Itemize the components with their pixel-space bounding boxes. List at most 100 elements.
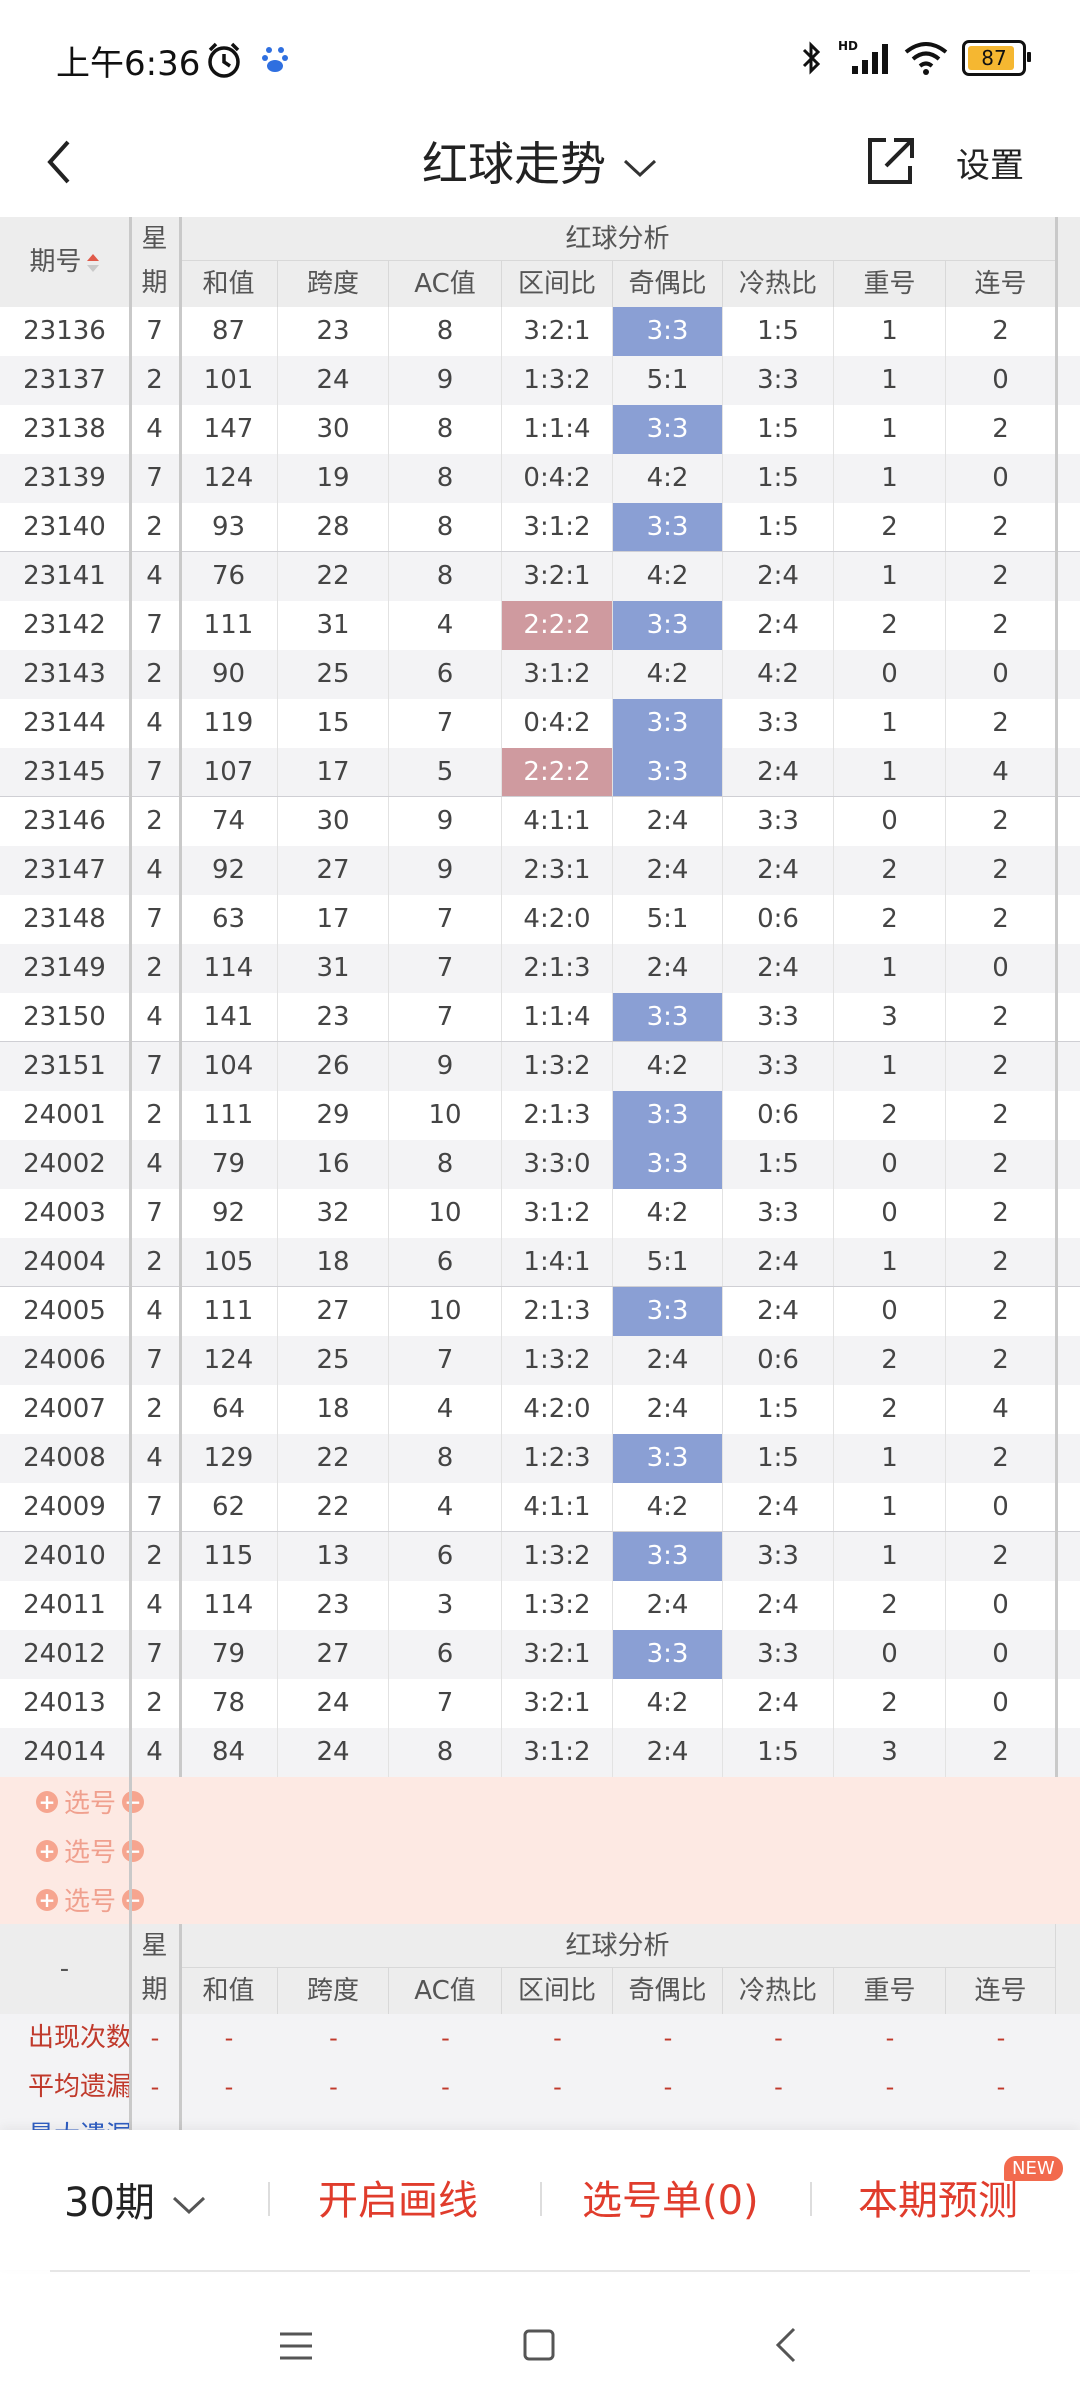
period-column-header[interactable]: 期号 xyxy=(0,217,130,307)
prediction-button[interactable]: 本期预测 xyxy=(858,2178,1018,2224)
column-header: 冷热比 xyxy=(723,1968,834,2014)
stat-value: - xyxy=(553,2024,562,2052)
table-row[interactable]: 23147 4 92 27 9 2:3:1 2:4 2:4 2 2 xyxy=(0,846,1080,895)
plus-icon[interactable]: + xyxy=(35,1888,58,1911)
plus-icon[interactable]: + xyxy=(35,1790,58,1813)
draw-lines-button[interactable]: 开启画线 xyxy=(318,2178,478,2224)
table-row[interactable]: 23145 7 107 17 5 2:2:2 3:3 2:4 1 4 xyxy=(0,748,1080,797)
table-row[interactable]: 24009 7 62 22 4 4:1:1 4:2 2:4 1 0 xyxy=(0,1483,1080,1532)
table-cell: 0 xyxy=(946,1679,1056,1728)
pick-row[interactable]: + 选号 − xyxy=(0,1777,180,1826)
table-cell: 8 xyxy=(389,307,502,356)
table-row[interactable]: 23137 2 101 24 9 1:3:2 5:1 3:3 1 0 xyxy=(0,356,1080,405)
settings-button[interactable]: 设置 xyxy=(956,146,1024,186)
table-cell: 3:1:2 xyxy=(502,650,613,699)
table-row[interactable]: 24014 4 84 24 8 3:1:2 2:4 1:5 3 2 xyxy=(0,1728,1080,1777)
period-number: 23150 xyxy=(0,993,130,1042)
table-cell: 0:6 xyxy=(723,1336,834,1385)
period-number: 24006 xyxy=(0,1336,130,1385)
column-header[interactable]: 冷热比 xyxy=(723,261,834,307)
alarm-icon xyxy=(208,42,240,78)
table-cell: 2:4 xyxy=(613,944,723,993)
table-cell: 8 xyxy=(389,552,502,601)
bluetooth-icon xyxy=(802,41,821,75)
table-row[interactable]: 23149 2 114 31 7 2:1:3 2:4 2:4 1 0 xyxy=(0,944,1080,993)
period-number: 23147 xyxy=(0,846,130,895)
table-row[interactable]: 23150 4 141 23 7 1:1:4 3:3 3:3 3 2 xyxy=(0,993,1080,1042)
table-cell: 4 xyxy=(389,1385,502,1434)
table-cell: 0:4:2 xyxy=(502,699,613,748)
table-row[interactable]: 23151 7 104 26 9 1:3:2 4:2 3:3 1 2 xyxy=(0,1042,1080,1091)
home-icon[interactable] xyxy=(522,2328,556,2362)
minus-icon[interactable]: − xyxy=(122,1888,144,1911)
share-icon[interactable] xyxy=(862,130,918,190)
table-row[interactable]: 24006 7 124 25 7 1:3:2 2:4 0:6 2 2 xyxy=(0,1336,1080,1385)
menu-icon[interactable] xyxy=(278,2330,314,2362)
pick-list-button[interactable]: 选号单(0) xyxy=(582,2178,759,2224)
plus-icon[interactable]: + xyxy=(35,1839,58,1862)
bottom-action-bar: 30期 开启画线 选号单(0) 本期预测 NEW xyxy=(0,2130,1080,2270)
table-row[interactable]: 24012 7 79 27 6 3:2:1 3:3 3:3 0 0 xyxy=(0,1630,1080,1679)
column-header[interactable]: 奇偶比 xyxy=(613,261,723,307)
column-header[interactable]: 区间比 xyxy=(502,261,613,307)
table-cell: 32 xyxy=(278,1189,389,1238)
table-cell: 6 xyxy=(389,1630,502,1679)
table-row[interactable]: 24001 2 111 29 10 2:1:3 3:3 0:6 2 2 xyxy=(0,1091,1080,1140)
table-row[interactable]: 23143 2 90 25 6 3:1:2 4:2 4:2 0 0 xyxy=(0,650,1080,699)
table-row[interactable]: 23146 2 74 30 9 4:1:1 2:4 3:3 0 2 xyxy=(0,797,1080,846)
table-row[interactable]: 23138 4 147 30 8 1:1:4 3:3 1:5 1 2 xyxy=(0,405,1080,454)
week-label-bottom: 期 xyxy=(141,268,168,298)
pick-label: 选号 xyxy=(63,1838,116,1868)
table-cell: 1:5 xyxy=(723,1728,834,1777)
table-row[interactable]: 24013 2 78 24 7 3:2:1 4:2 2:4 2 0 xyxy=(0,1679,1080,1728)
weekday: 7 xyxy=(130,307,180,356)
table-row[interactable]: 23136 7 87 23 8 3:2:1 3:3 1:5 1 2 xyxy=(0,307,1080,356)
stat-value: - xyxy=(996,2024,1006,2052)
table-cell: 3:3 xyxy=(613,1140,723,1189)
table-row[interactable]: 23142 7 111 31 4 2:2:2 3:3 2:4 2 2 xyxy=(0,601,1080,650)
table-cell: 3:3:0 xyxy=(502,1140,613,1189)
back-nav-icon[interactable] xyxy=(774,2326,798,2364)
pick-row[interactable]: + 选号 − xyxy=(0,1875,180,1924)
table-row[interactable]: 24003 7 92 32 10 3:1:2 4:2 3:3 0 2 xyxy=(0,1189,1080,1238)
table-row[interactable]: 23140 2 93 28 8 3:1:2 3:3 1:5 2 2 xyxy=(0,503,1080,552)
table-cell: 2:4 xyxy=(613,846,723,895)
table-cell: 2:4 xyxy=(723,552,834,601)
table-row[interactable]: 24008 4 129 22 8 1:2:3 3:3 1:5 1 2 xyxy=(0,1434,1080,1483)
table-row[interactable]: 23144 4 119 15 7 0:4:2 3:3 3:3 1 2 xyxy=(0,699,1080,748)
table-row[interactable]: 24004 2 105 18 6 1:4:1 5:1 2:4 1 2 xyxy=(0,1238,1080,1287)
table-cell: 2:1:3 xyxy=(502,1287,613,1336)
period-number: 24008 xyxy=(0,1434,130,1483)
table-cell: 107 xyxy=(180,748,278,797)
stat-value: - xyxy=(885,2024,895,2052)
sort-icon[interactable] xyxy=(82,247,100,277)
page-title-dropdown[interactable]: 红球走势 xyxy=(0,128,1080,194)
table-cell: 2 xyxy=(946,552,1056,601)
column-header[interactable]: 连号 xyxy=(946,261,1056,307)
table-row[interactable]: 23148 7 63 17 7 4:2:0 5:1 0:6 2 2 xyxy=(0,895,1080,944)
table-cell: 1:3:2 xyxy=(502,1042,613,1091)
table-row[interactable]: 24005 4 111 27 10 2:1:3 3:3 2:4 0 2 xyxy=(0,1287,1080,1336)
minus-icon[interactable]: − xyxy=(122,1839,144,1862)
table-row[interactable]: 24010 2 115 13 6 1:3:2 3:3 3:3 1 2 xyxy=(0,1532,1080,1581)
table-row[interactable]: 24002 4 79 16 8 3:3:0 3:3 1:5 0 2 xyxy=(0,1140,1080,1189)
pick-row[interactable]: + 选号 − xyxy=(0,1826,180,1875)
back-icon[interactable] xyxy=(38,132,78,192)
table-cell: 18 xyxy=(278,1238,389,1287)
column-header[interactable]: AC值 xyxy=(389,261,502,307)
table-row[interactable]: 23141 4 76 22 8 3:2:1 4:2 2:4 1 2 xyxy=(0,552,1080,601)
stat-value: - xyxy=(774,2073,783,2101)
table-cell: 3:3 xyxy=(723,1630,834,1679)
table-row[interactable]: 24007 2 64 18 4 4:2:0 2:4 1:5 2 4 xyxy=(0,1385,1080,1434)
table-cell: 129 xyxy=(180,1434,278,1483)
minus-icon[interactable]: − xyxy=(122,1790,144,1813)
period-selector[interactable]: 30期 xyxy=(64,2170,207,2228)
column-header[interactable]: 和值 xyxy=(180,261,278,307)
column-header[interactable]: 重号 xyxy=(834,261,946,307)
table-row[interactable]: 23139 7 124 19 8 0:4:2 4:2 1:5 1 0 xyxy=(0,454,1080,503)
weekday: 7 xyxy=(130,1336,180,1385)
column-header: 区间比 xyxy=(502,1968,613,2014)
column-header[interactable]: 跨度 xyxy=(278,261,389,307)
table-row[interactable]: 24011 4 114 23 3 1:3:2 2:4 2:4 2 0 xyxy=(0,1581,1080,1630)
table-cell: 2:2:2 xyxy=(502,748,613,797)
